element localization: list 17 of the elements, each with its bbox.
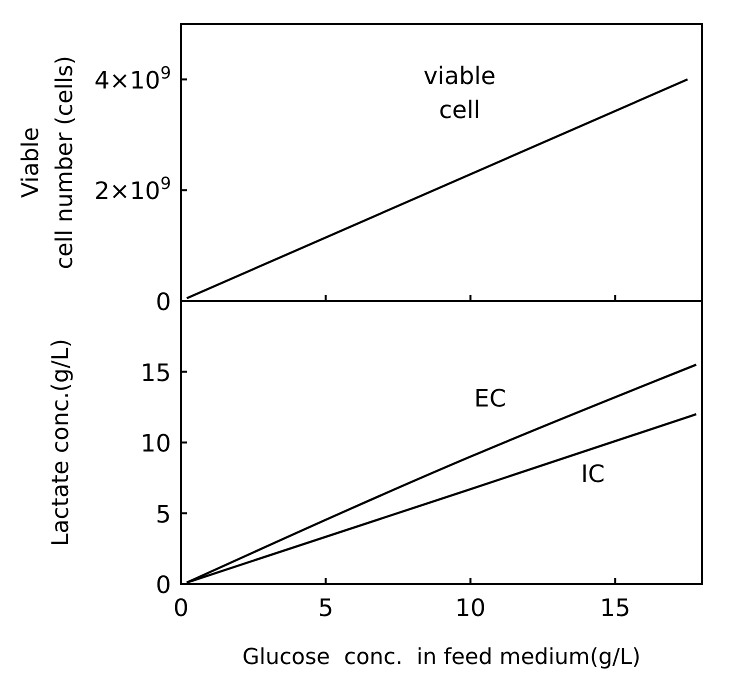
y-axis-title: Lactate conc.(g/L) bbox=[48, 338, 74, 546]
x-axis-title: Glucose conc. in feed medium(g/L) bbox=[242, 645, 641, 670]
x-tick-label: 5 bbox=[318, 594, 334, 622]
series-label: viable cell bbox=[423, 62, 496, 124]
series-label: IC bbox=[580, 460, 605, 488]
y-tick-label: 0 bbox=[156, 288, 171, 316]
x-tick-label: 15 bbox=[600, 594, 630, 622]
x-tick-label: 0 bbox=[173, 594, 189, 622]
y-axis-title: Viable cell number (cells) bbox=[18, 56, 78, 270]
y-tick-label: 2×10$^{9}$ bbox=[94, 173, 171, 206]
y-tick-label: 0 bbox=[156, 571, 171, 599]
y-tick-label: 5 bbox=[156, 500, 171, 528]
y-tick-label: 10 bbox=[140, 430, 171, 458]
x-tick-label: 10 bbox=[455, 594, 486, 622]
series-label: EC bbox=[474, 384, 506, 413]
y-tick-label: 15 bbox=[140, 358, 171, 387]
y-tick-label: 4×10$^{9}$ bbox=[94, 62, 171, 94]
